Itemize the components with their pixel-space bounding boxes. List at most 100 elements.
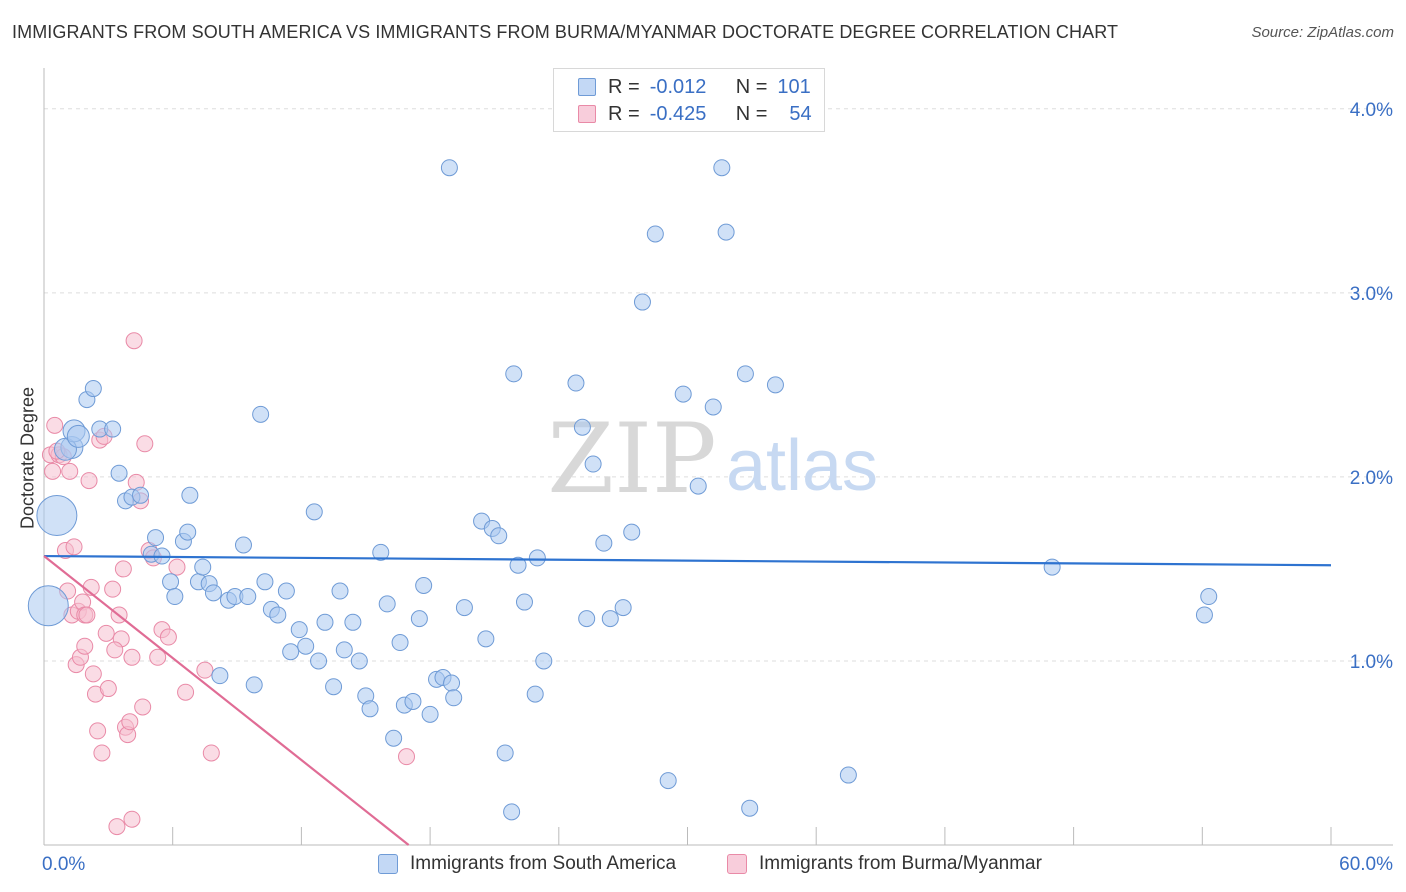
data-point-south-america xyxy=(1043,558,1061,576)
legend-n-label: N = xyxy=(735,75,768,98)
data-point-south-america xyxy=(515,593,533,611)
tick-labels: 1.0% 2.0% 3.0% 4.0% 0.0% 60.0% xyxy=(42,100,1393,875)
data-point-south-america xyxy=(391,634,409,652)
data-point-south-america xyxy=(1200,588,1218,606)
data-point-south-america xyxy=(66,424,90,448)
legend-row-south-america: R = -0.012 N = 101 xyxy=(578,75,811,99)
data-point-south-america xyxy=(1195,606,1213,624)
data-point-burma xyxy=(123,810,141,828)
y-tick-label: 2.0% xyxy=(1350,468,1393,489)
data-point-south-america xyxy=(415,576,433,594)
data-point-south-america xyxy=(162,573,180,591)
data-point-burma xyxy=(159,628,177,646)
data-point-south-america xyxy=(496,744,514,762)
data-point-south-america xyxy=(378,595,396,613)
data-point-south-america xyxy=(535,652,553,670)
data-point-south-america xyxy=(252,405,270,423)
legend-n-value: 54 xyxy=(789,102,812,125)
series-burma-points xyxy=(41,332,416,836)
data-point-south-america xyxy=(584,455,602,473)
data-point-south-america xyxy=(704,398,722,416)
data-point-burma xyxy=(123,648,141,666)
data-point-burma xyxy=(80,472,98,490)
data-point-south-america xyxy=(372,543,390,561)
data-point-burma xyxy=(134,698,152,716)
data-point-south-america xyxy=(331,582,349,600)
data-point-south-america xyxy=(132,486,150,504)
data-point-south-america xyxy=(443,674,461,692)
data-point-burma xyxy=(106,641,124,659)
data-point-burma xyxy=(202,744,220,762)
data-point-south-america xyxy=(736,365,754,383)
data-point-south-america xyxy=(741,799,759,817)
data-point-south-america xyxy=(477,630,495,648)
data-point-south-america xyxy=(297,637,315,655)
data-point-south-america xyxy=(350,652,368,670)
legend-r-value: -0.012 xyxy=(649,75,707,98)
data-point-south-america xyxy=(713,159,731,177)
stats-legend: R = -0.012 N = 101 R = -0.425 N = 54 xyxy=(553,68,825,132)
data-point-south-america xyxy=(674,385,692,403)
legend-swatch-blue xyxy=(578,78,596,96)
data-point-south-america xyxy=(179,523,197,541)
data-point-south-america xyxy=(310,652,328,670)
data-point-south-america xyxy=(84,380,102,398)
data-point-south-america xyxy=(505,365,523,383)
data-point-south-america xyxy=(181,486,199,504)
data-point-south-america xyxy=(445,689,463,707)
x-tick-label: 0.0% xyxy=(42,854,85,875)
legend-n-value: 101 xyxy=(777,75,811,98)
data-point-south-america xyxy=(234,536,252,554)
y-axis-label: Doctorate Degree xyxy=(17,386,38,530)
data-point-burma xyxy=(114,560,132,578)
data-point-south-america xyxy=(573,418,591,436)
bottom-legend-label: Immigrants from Burma/Myanmar xyxy=(759,853,1042,874)
data-point-south-america xyxy=(646,225,664,243)
data-point-burma xyxy=(76,637,94,655)
data-point-burma xyxy=(168,558,186,576)
data-point-south-america xyxy=(277,582,295,600)
data-point-south-america xyxy=(166,588,184,606)
data-point-south-america xyxy=(633,293,651,311)
watermark-zip: ZIP xyxy=(547,403,716,515)
data-point-south-america xyxy=(509,556,527,574)
data-point-burma xyxy=(104,580,122,598)
data-point-burma xyxy=(121,713,139,731)
bottom-legend-label: Immigrants from South America xyxy=(410,853,677,874)
data-point-south-america xyxy=(27,585,69,627)
data-point-south-america xyxy=(282,643,300,661)
data-point-south-america xyxy=(440,159,458,177)
legend-r-label: R = xyxy=(608,75,640,98)
data-point-south-america xyxy=(147,529,165,547)
data-point-south-america xyxy=(385,729,403,747)
data-point-south-america xyxy=(316,613,334,631)
data-point-south-america xyxy=(325,678,343,696)
legend-row-burma: R = -0.425 N = 54 xyxy=(578,102,812,126)
data-point-south-america xyxy=(36,495,78,537)
data-point-burma xyxy=(177,683,195,701)
data-point-south-america xyxy=(410,610,428,628)
data-point-south-america xyxy=(256,573,274,591)
data-point-burma xyxy=(89,722,107,740)
bottom-legend-swatch-pink xyxy=(727,854,747,874)
trend-line-burma xyxy=(43,555,410,846)
data-point-south-america xyxy=(305,503,323,521)
data-point-south-america xyxy=(659,772,677,790)
data-point-south-america xyxy=(239,588,257,606)
data-point-south-america xyxy=(344,613,362,631)
data-point-south-america xyxy=(717,223,735,241)
gridlines xyxy=(44,108,1393,662)
data-point-burma xyxy=(99,680,117,698)
data-point-burma xyxy=(125,332,143,350)
data-point-south-america xyxy=(601,610,619,628)
data-point-south-america xyxy=(567,374,585,392)
data-point-burma xyxy=(398,748,416,766)
data-point-south-america xyxy=(526,685,544,703)
data-point-south-america xyxy=(361,700,379,718)
data-point-burma xyxy=(196,661,214,679)
legend-n-label: N = xyxy=(735,102,768,125)
data-point-south-america xyxy=(623,523,641,541)
data-point-south-america xyxy=(595,534,613,552)
y-tick-label: 3.0% xyxy=(1350,284,1393,305)
